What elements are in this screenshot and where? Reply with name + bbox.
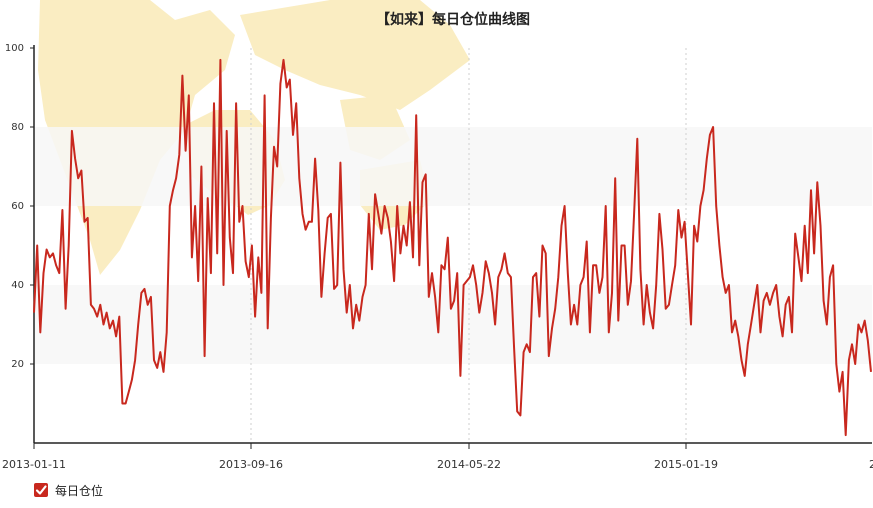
x-tick-label: 2014-05-22 [437, 458, 501, 471]
y-tick-label: 20 [11, 359, 24, 370]
y-tick-label: 60 [11, 201, 24, 212]
series-line [33, 58, 872, 437]
y-tick-label: 80 [11, 122, 24, 133]
x-tick-label: 2015-01-19 [654, 458, 718, 471]
x-tick-label: 2013-01-11 [2, 458, 66, 471]
y-tick-label: 40 [11, 280, 24, 291]
x-axis-ticks: 2013-01-11 2013-09-16 2014-05-22 2015-01-19… [2, 443, 873, 471]
axes [33, 45, 872, 444]
legend-label: 每日仓位 [55, 483, 104, 498]
chart-title: 【如来】每日仓位曲线图 [376, 11, 530, 28]
series-layer [33, 58, 872, 437]
grid-band [34, 127, 872, 206]
checkbox-icon[interactable] [34, 483, 48, 497]
y-axis-ticks: 20 40 60 80 100 [5, 43, 34, 370]
y-tick-label: 100 [5, 43, 24, 54]
vertical-gridlines [250, 48, 687, 443]
background-bands [34, 127, 872, 364]
legend[interactable]: 每日仓位 [34, 481, 103, 499]
x-tick-label: 2013-09-16 [219, 458, 283, 471]
x-tick-label: 2 [869, 458, 873, 471]
